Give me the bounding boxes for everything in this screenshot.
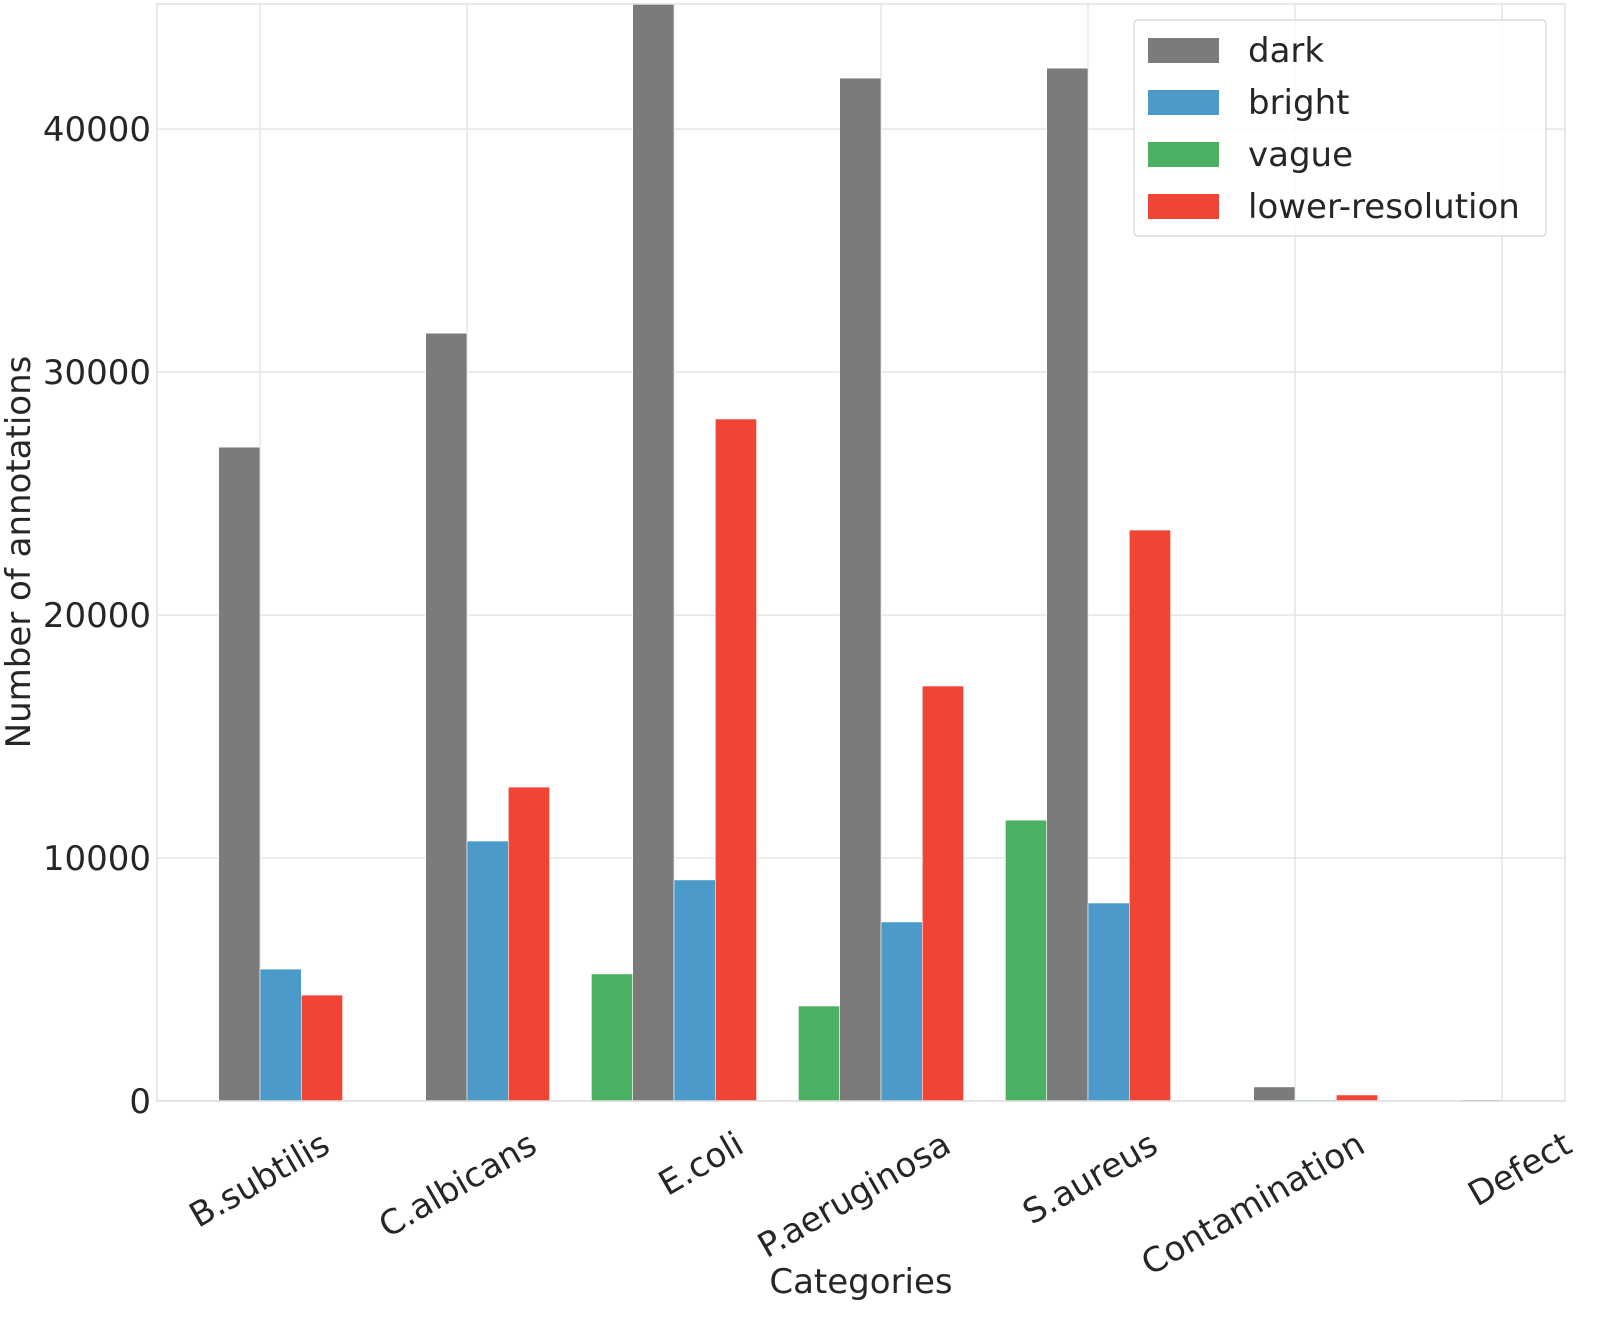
bar-lower-resolution bbox=[1129, 529, 1171, 1102]
legend-swatch-vague bbox=[1148, 142, 1219, 167]
bar-bright bbox=[466, 840, 509, 1102]
y-tick-label: 30000 bbox=[43, 353, 151, 393]
bar-bright bbox=[673, 879, 716, 1102]
x-tick-labels: B.subtilis C.albicans E.coli P.aeruginosa S.… bbox=[183, 1124, 1579, 1284]
bar-vague bbox=[591, 973, 634, 1102]
bar-lower-resolution bbox=[921, 685, 964, 1102]
bar-lower-resolution bbox=[1336, 1094, 1378, 1102]
x-axis-label: Categories bbox=[769, 1262, 952, 1302]
x-tick-label: Contamination bbox=[1135, 1124, 1372, 1284]
bar-vague bbox=[1005, 819, 1048, 1102]
legend-swatch-bright bbox=[1148, 90, 1219, 115]
y-tick-labels: 0 10000 20000 30000 40000 bbox=[43, 110, 151, 1122]
x-tick-label: P.aeruginosa bbox=[751, 1124, 957, 1266]
x-tick-label: B.subtilis bbox=[183, 1124, 337, 1236]
x-tick-label: E.coli bbox=[652, 1124, 751, 1204]
legend-label: bright bbox=[1248, 83, 1349, 123]
bars bbox=[218, 3, 1503, 1102]
bar-dark bbox=[1253, 1086, 1296, 1102]
legend-label: vague bbox=[1248, 135, 1353, 175]
legend-swatch-lower-resolution bbox=[1148, 194, 1219, 219]
plot-frame bbox=[156, 3, 1566, 1102]
y-axis-label: Number of annotations bbox=[0, 356, 39, 749]
legend: dark bright vague lower-resolution bbox=[1133, 19, 1547, 237]
x-tick-label: Defect bbox=[1461, 1124, 1578, 1215]
bar-lower-resolution bbox=[300, 994, 343, 1102]
bar-lower-resolution bbox=[714, 418, 757, 1102]
bar-dark bbox=[218, 446, 261, 1102]
y-tick-label: 0 bbox=[129, 1082, 151, 1122]
bar-bright bbox=[1087, 902, 1130, 1102]
bar-bright bbox=[259, 968, 302, 1102]
bar-vague bbox=[798, 1005, 841, 1102]
y-tick-label: 20000 bbox=[43, 596, 151, 636]
bar-bright bbox=[880, 921, 923, 1102]
x-tick-label: S.aureus bbox=[1016, 1124, 1164, 1233]
bar-dark bbox=[632, 3, 675, 1102]
bar-lower-resolution bbox=[507, 786, 550, 1102]
legend-box bbox=[1133, 19, 1547, 237]
y-tick-label: 10000 bbox=[43, 839, 151, 879]
bar-dark bbox=[839, 77, 882, 1102]
x-tick-label: C.albicans bbox=[372, 1124, 543, 1246]
legend-swatch-dark bbox=[1148, 38, 1219, 63]
legend-label: lower-resolution bbox=[1248, 187, 1520, 227]
bar-dark bbox=[425, 332, 468, 1102]
y-tick-label: 40000 bbox=[43, 110, 151, 150]
legend-label: dark bbox=[1248, 31, 1324, 71]
bar-dark bbox=[1046, 67, 1089, 1102]
